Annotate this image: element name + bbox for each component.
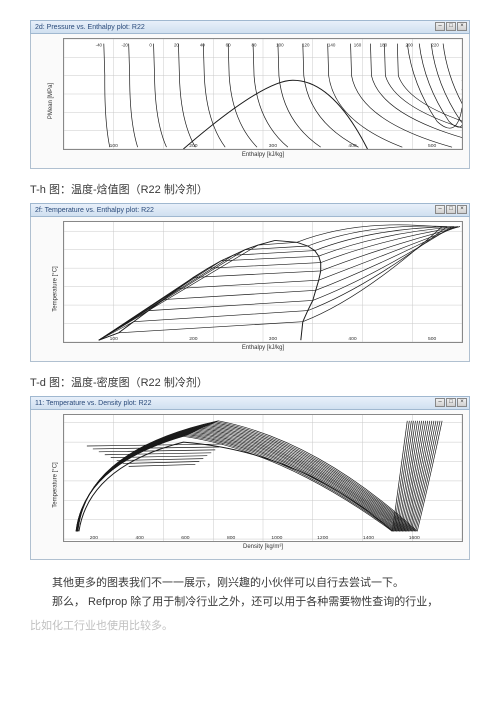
svg-text:120: 120 — [302, 43, 310, 48]
chart-2-title: 2f: Temperature vs. Enthalpy plot: R22 — [35, 207, 154, 214]
svg-text:200: 200 — [90, 535, 99, 541]
min-button[interactable]: – — [435, 398, 445, 407]
chart-1-titlebar: 2d: Pressure vs. Enthalpy plot: R22 – □ … — [30, 20, 470, 34]
max-button[interactable]: □ — [446, 22, 456, 31]
min-button[interactable]: – — [435, 205, 445, 214]
chart-2-plot: 100 200 300 400 500 — [63, 221, 463, 343]
chart-1-ylabel: PMean [MPa] — [48, 83, 54, 119]
svg-text:-20: -20 — [121, 43, 128, 48]
chart-2-body: Temperature [°C] 100 200 300 400 500 Enthalp… — [30, 217, 470, 362]
svg-text:600: 600 — [181, 535, 190, 541]
caption-th: T-h 图：温度-焓值图（R22 制冷剂） — [30, 181, 470, 197]
svg-text:400: 400 — [348, 143, 357, 149]
chart-2-ylabel: Temperature [°C] — [53, 266, 59, 311]
svg-text:160: 160 — [354, 43, 362, 48]
svg-text:800: 800 — [227, 535, 236, 541]
min-button[interactable]: – — [435, 22, 445, 31]
chart-2-titlebar: 2f: Temperature vs. Enthalpy plot: R22 –… — [30, 203, 470, 217]
svg-text:500: 500 — [428, 143, 437, 149]
svg-text:220: 220 — [431, 43, 439, 48]
chart-2-xlabel: Enthalpy [kJ/kg] — [63, 345, 463, 351]
window-controls: – □ × — [435, 22, 467, 31]
svg-text:-40: -40 — [96, 43, 103, 48]
footer-para: 其他更多的图表我们不一一展示，刚兴趣的小伙伴可以自行去尝试一下。 那么， Ref… — [30, 574, 470, 611]
svg-text:1200: 1200 — [317, 535, 328, 541]
svg-text:300: 300 — [269, 143, 278, 149]
window-controls: – □ × — [435, 205, 467, 214]
chart-3-container: 11: Temperature vs. Density plot: R22 – … — [30, 396, 470, 560]
close-button[interactable]: × — [457, 205, 467, 214]
svg-text:500: 500 — [428, 336, 437, 342]
svg-text:100: 100 — [276, 43, 284, 48]
svg-text:200: 200 — [406, 43, 414, 48]
footer-faded: 比如化工行业也使用比较多。 — [30, 617, 470, 636]
close-button[interactable]: × — [457, 22, 467, 31]
chart-1-container: 2d: Pressure vs. Enthalpy plot: R22 – □ … — [30, 20, 470, 169]
svg-text:1000: 1000 — [271, 535, 282, 541]
svg-text:400: 400 — [348, 336, 357, 342]
chart-2-container: 2f: Temperature vs. Enthalpy plot: R22 –… — [30, 203, 470, 362]
close-button[interactable]: × — [457, 398, 467, 407]
footer-line2: 那么， Refprop 除了用于制冷行业之外，还可以用于各种需要物性查询的行业， — [52, 596, 438, 608]
chart-1-plot: -40-200204060801001201401601802002201002… — [63, 38, 463, 150]
svg-text:140: 140 — [328, 43, 336, 48]
svg-text:0: 0 — [149, 43, 152, 48]
max-button[interactable]: □ — [446, 205, 456, 214]
chart-3-plot: 200 400 600 800 1000 1200 1400 1600 — [63, 414, 463, 542]
svg-text:300: 300 — [269, 336, 278, 342]
chart-3-ylabel: Temperature [°C] — [53, 462, 59, 507]
chart-1-title: 2d: Pressure vs. Enthalpy plot: R22 — [35, 24, 145, 31]
svg-text:100: 100 — [110, 143, 119, 149]
caption-td: T-d 图：温度-密度图（R22 制冷剂） — [30, 374, 470, 390]
chart-3-body: Temperature [°C] 200 400 600 800 1000 1200 140… — [30, 410, 470, 560]
svg-text:200: 200 — [189, 336, 198, 342]
svg-text:180: 180 — [380, 43, 388, 48]
svg-text:200: 200 — [189, 143, 198, 149]
max-button[interactable]: □ — [446, 398, 456, 407]
svg-text:400: 400 — [135, 535, 144, 541]
svg-text:1400: 1400 — [363, 535, 374, 541]
chart-3-xlabel: Density [kg/m³] — [63, 544, 463, 550]
svg-text:40: 40 — [200, 43, 206, 48]
footer-line1: 其他更多的图表我们不一一展示，刚兴趣的小伙伴可以自行去尝试一下。 — [52, 577, 404, 589]
chart-3-titlebar: 11: Temperature vs. Density plot: R22 – … — [30, 396, 470, 410]
window-controls: – □ × — [435, 398, 467, 407]
chart-3-title: 11: Temperature vs. Density plot: R22 — [35, 400, 151, 407]
chart-1-body: PMean [MPa] -40-200204060801001201401601… — [30, 34, 470, 169]
svg-text:100: 100 — [110, 336, 119, 342]
svg-text:1600: 1600 — [409, 535, 420, 541]
chart-1-xlabel: Enthalpy [kJ/kg] — [63, 152, 463, 158]
svg-text:80: 80 — [252, 43, 258, 48]
